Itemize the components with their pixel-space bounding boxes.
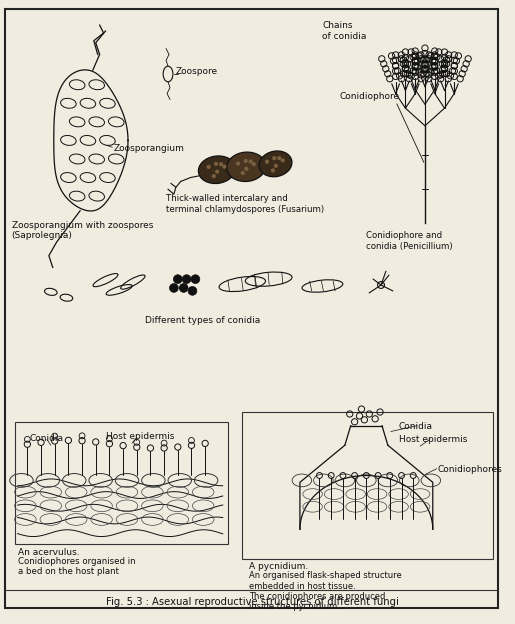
Text: Conidiophore: Conidiophore <box>340 92 400 100</box>
Circle shape <box>212 174 216 178</box>
Circle shape <box>188 286 197 295</box>
Text: Thick-walled intercalary and
terminal chlamydospores (Fusarium): Thick-walled intercalary and terminal ch… <box>166 194 324 213</box>
Circle shape <box>182 275 191 283</box>
Ellipse shape <box>259 151 292 177</box>
Circle shape <box>215 170 219 173</box>
Circle shape <box>277 156 281 160</box>
Circle shape <box>174 275 182 283</box>
Circle shape <box>252 162 256 166</box>
Circle shape <box>236 162 240 165</box>
Text: Conidiophore and
conidia (Penicillium): Conidiophore and conidia (Penicillium) <box>366 232 453 251</box>
Text: Conidia: Conidia <box>29 434 63 442</box>
Circle shape <box>244 159 248 163</box>
Text: Conidia: Conidia <box>399 422 433 431</box>
Text: An acervulus.: An acervulus. <box>18 548 79 557</box>
Circle shape <box>214 162 218 166</box>
Circle shape <box>179 283 188 292</box>
Circle shape <box>222 165 226 168</box>
Circle shape <box>274 164 278 168</box>
Ellipse shape <box>198 156 235 183</box>
Text: Zoospore: Zoospore <box>176 67 218 76</box>
Circle shape <box>281 158 285 162</box>
Ellipse shape <box>227 152 266 182</box>
Text: Conidiophores organised in
a bed on the host plant: Conidiophores organised in a bed on the … <box>18 557 135 576</box>
Text: Chains
of conidia: Chains of conidia <box>322 21 367 41</box>
Text: Zoosporangium: Zoosporangium <box>113 144 184 154</box>
Circle shape <box>241 171 245 175</box>
Circle shape <box>272 156 276 160</box>
Circle shape <box>271 168 275 172</box>
Text: Conidiophores: Conidiophores <box>438 465 503 474</box>
Text: Different types of conidia: Different types of conidia <box>145 316 260 325</box>
Bar <box>242 412 493 558</box>
Circle shape <box>249 160 252 163</box>
Text: Zoosporangium with zoospores
(Saprolegnia): Zoosporangium with zoospores (Saprolegni… <box>12 220 153 240</box>
Circle shape <box>207 165 211 169</box>
Text: An organised flask-shaped structure
embedded in host tissue.
The conidiophores a: An organised flask-shaped structure embe… <box>249 571 402 612</box>
Circle shape <box>219 162 223 166</box>
Bar <box>14 422 228 544</box>
Circle shape <box>265 160 269 163</box>
Text: Host epidermis: Host epidermis <box>106 432 174 441</box>
Circle shape <box>245 167 248 171</box>
Circle shape <box>191 275 200 283</box>
Text: A pycnidium.: A pycnidium. <box>249 562 308 572</box>
Text: Fig. 5.3 : Asexual reproductive structures of different fungi: Fig. 5.3 : Asexual reproductive structur… <box>106 597 399 607</box>
Text: Host epidermis: Host epidermis <box>399 436 467 444</box>
Circle shape <box>169 283 178 292</box>
